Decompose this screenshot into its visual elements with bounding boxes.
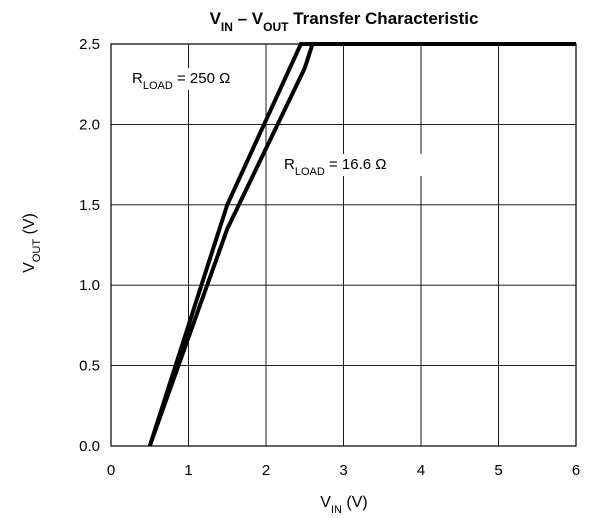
series-label-1: RLOAD = 250 Ω — [132, 70, 230, 92]
y-tick-label: 0.5 — [79, 358, 100, 375]
grid — [111, 44, 576, 446]
y-tick-label: 2.5 — [79, 36, 100, 53]
series-label-background — [130, 68, 264, 90]
x-tick-label: 0 — [107, 462, 115, 479]
y-axis-label: VOUT (V) — [21, 213, 43, 273]
y-tick-labels: 0.0 0.5 1.0 1.5 2.0 2.5 — [79, 36, 100, 455]
y-tick-label: 1.5 — [79, 197, 100, 214]
y-tick-label: 2.0 — [79, 116, 100, 133]
chart-title: VIN – VOUT Transfer Characteristic — [210, 9, 479, 34]
series-annotations: RLOAD = 250 Ω RLOAD = 16.6 Ω — [130, 68, 422, 178]
x-tick-label: 1 — [184, 462, 192, 479]
x-tick-labels: 0 1 2 3 4 5 6 — [107, 462, 580, 479]
series-line-1 — [147, 42, 576, 447]
x-tick-label: 2 — [262, 462, 270, 479]
series-label-2: RLOAD = 16.6 Ω — [284, 156, 386, 178]
x-tick-label: 6 — [572, 462, 580, 479]
y-tick-label: 0.0 — [79, 438, 100, 455]
x-axis-label: VIN (V) — [320, 494, 367, 516]
x-tick-label: 3 — [339, 462, 347, 479]
series-line-2 — [147, 42, 576, 447]
x-tick-label: 4 — [417, 462, 425, 479]
series-lines — [147, 42, 576, 447]
y-tick-label: 1.0 — [79, 277, 100, 294]
series-label-background — [282, 154, 422, 176]
x-tick-label: 5 — [494, 462, 502, 479]
